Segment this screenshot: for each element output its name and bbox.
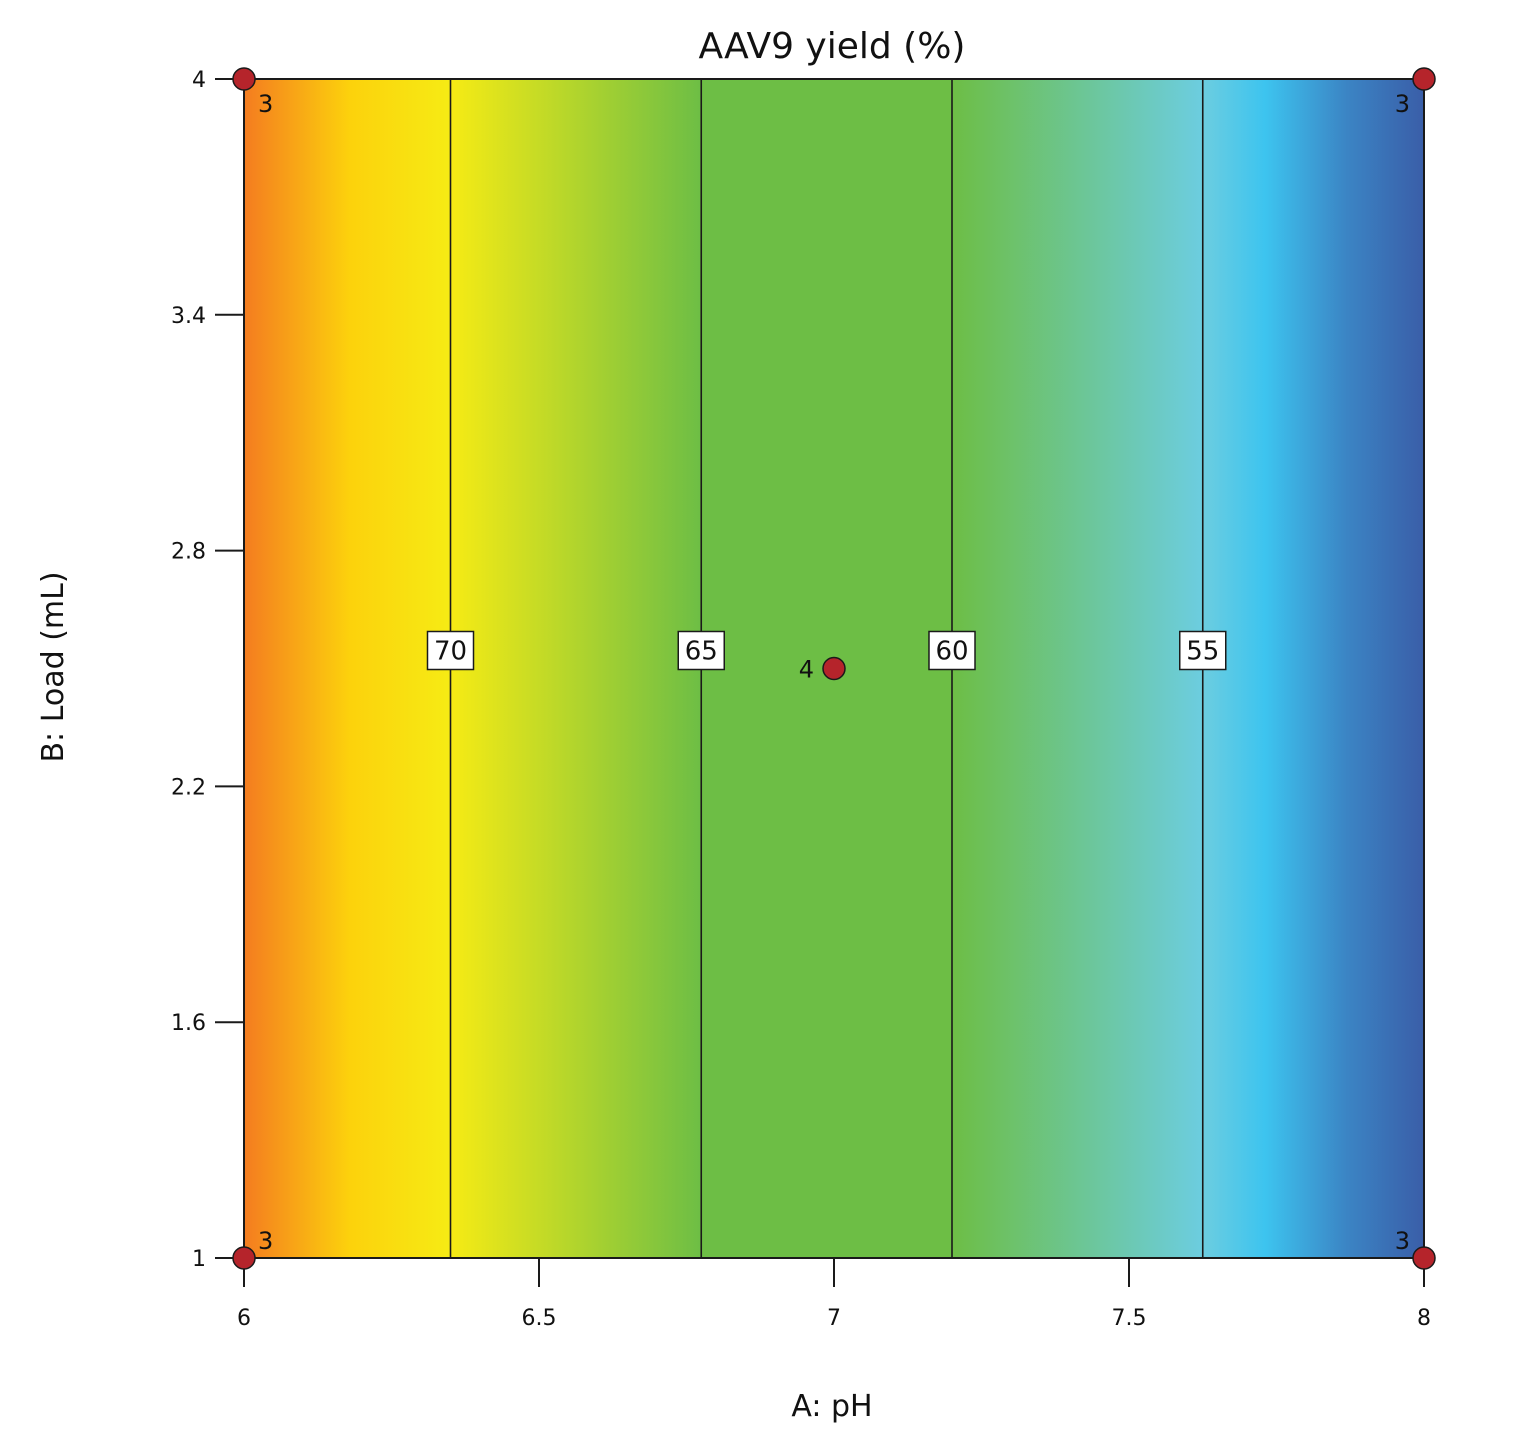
contour-label-70: 70: [434, 637, 467, 667]
y-tick-label: 2.2: [171, 775, 206, 800]
chart-title: AAV9 yield (%): [699, 26, 966, 67]
contour-label-box-70: [426, 630, 475, 671]
design-point-count: 3: [258, 90, 273, 118]
design-point-count: 3: [1395, 90, 1410, 118]
y-axis-title: B: Load (mL): [36, 571, 71, 762]
design-point-count: 3: [1395, 1227, 1410, 1255]
contour-label-60: 60: [935, 637, 968, 667]
y-tick-label: 3.4: [171, 304, 206, 329]
x-tick-label: 8: [1417, 1306, 1431, 1331]
y-tick-label: 2.8: [171, 540, 206, 565]
y-tick-label: 1: [192, 1247, 206, 1272]
design-point: [232, 67, 256, 91]
design-point: [822, 656, 846, 681]
design-point: [1412, 1246, 1436, 1270]
x-tick-label: 6: [237, 1306, 251, 1331]
contour-label-65: 65: [685, 637, 718, 667]
contour-label-box-55: [1179, 630, 1227, 671]
x-tick-label: 7.5: [1112, 1306, 1147, 1331]
design-point-count: 4: [799, 656, 814, 684]
y-tick-label: 4: [192, 68, 206, 93]
x-tick-label: 6.5: [522, 1306, 557, 1331]
x-tick-label: 7: [827, 1306, 841, 1331]
contour-label-box-60: [928, 630, 976, 671]
design-point-count: 3: [258, 1227, 273, 1255]
y-tick-label: 1.6: [171, 1011, 206, 1036]
design-point: [232, 1246, 256, 1270]
x-axis-title: A: pH: [791, 1389, 872, 1424]
contour-label-55: 55: [1186, 637, 1219, 667]
contour-label-box-65: [677, 630, 725, 671]
design-point: [1412, 67, 1436, 91]
